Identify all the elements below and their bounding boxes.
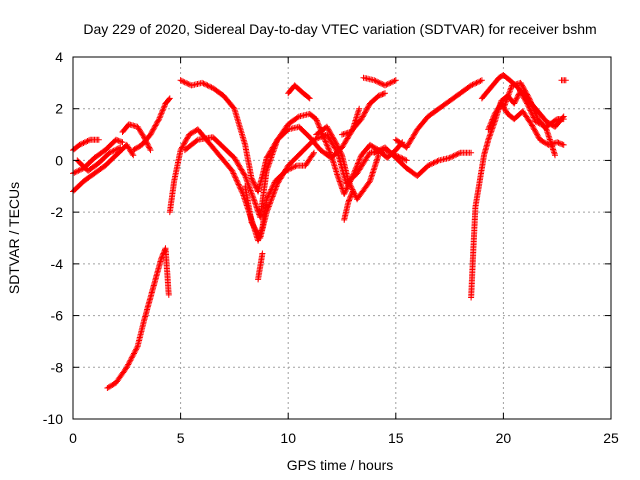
x-tick-label: 0 <box>69 430 77 446</box>
y-tick-labels: -10 -8 -6 -4 -2 0 2 4 <box>43 49 63 427</box>
y-tick-label: -10 <box>43 411 63 427</box>
x-tick-labels: 0 5 10 15 20 25 <box>69 430 619 446</box>
data-point-markers <box>181 110 406 221</box>
series-arc-i <box>177 77 363 195</box>
series-arc-w <box>500 79 558 159</box>
y-tick-label: 2 <box>55 101 63 117</box>
series-arc-q <box>360 74 399 89</box>
x-axis-label: GPS time / hours <box>287 457 394 473</box>
data-point-markers <box>70 136 102 154</box>
data-point-markers <box>177 77 363 195</box>
y-tick-label: -4 <box>51 256 64 272</box>
x-tick-label: 20 <box>496 430 512 446</box>
data-point-markers <box>500 79 558 159</box>
data-point-markers <box>285 82 313 102</box>
data-point-markers <box>104 245 172 391</box>
data-point-markers <box>255 250 266 283</box>
series-arc-a <box>70 136 102 154</box>
x-tick-label: 15 <box>388 430 404 446</box>
series-arc-f <box>130 95 173 154</box>
y-tick-label: 0 <box>55 152 63 168</box>
series-arc-p <box>339 90 388 138</box>
data-point-markers <box>558 77 569 84</box>
data-points <box>70 72 569 391</box>
data-point-markers <box>341 188 356 223</box>
series-arc-n <box>313 123 382 203</box>
chart-title: Day 229 of 2020, Sidereal Day-to-day VTE… <box>83 21 596 37</box>
series-arc-o <box>341 188 356 223</box>
series-arc-l <box>255 250 266 283</box>
tick-marks <box>72 56 612 420</box>
y-tick-label: -8 <box>51 359 64 375</box>
y-axis-label: SDTVAR / TECUs <box>6 182 22 294</box>
y-tick-label: 4 <box>55 49 63 65</box>
data-point-markers <box>339 90 388 138</box>
data-point-markers <box>360 74 399 89</box>
y-tick-label: -6 <box>51 308 64 324</box>
data-point-markers <box>392 77 485 151</box>
y-tick-label: -2 <box>51 204 64 220</box>
x-tick-label: 25 <box>603 430 619 446</box>
series-arc-m <box>285 82 313 102</box>
series-arc-x <box>558 77 569 84</box>
series-arc-j <box>181 110 406 221</box>
data-point-markers <box>371 144 475 179</box>
series-arc-g <box>104 245 172 391</box>
data-point-markers <box>130 95 173 154</box>
data-point-markers <box>313 123 382 203</box>
plot-frame <box>72 56 612 420</box>
series-arc-r <box>371 144 475 179</box>
x-tick-label: 10 <box>280 430 296 446</box>
x-tick-label: 5 <box>177 430 185 446</box>
series-arc-s <box>392 77 485 151</box>
grid-lines <box>73 57 611 419</box>
